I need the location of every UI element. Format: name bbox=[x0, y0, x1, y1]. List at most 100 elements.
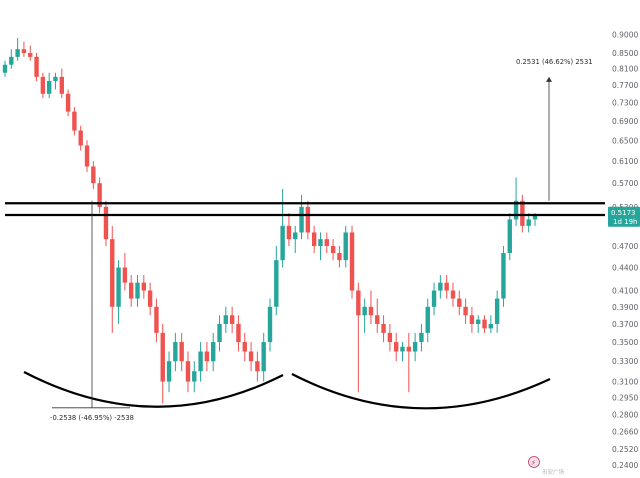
y-tick-label: 0.2520 bbox=[612, 445, 638, 454]
candle-body bbox=[444, 282, 449, 291]
y-axis-ticks: 0.9000 0.8500 0.8100 0.7700 0.7300 0.6900 0.65… bbox=[612, 30, 638, 470]
candle-body bbox=[261, 342, 266, 372]
y-tick-label: 0.3500 bbox=[612, 338, 638, 347]
candle-body bbox=[179, 342, 184, 362]
y-tick-label: 0.4400 bbox=[612, 264, 638, 273]
candle bbox=[274, 246, 279, 316]
candle-body bbox=[2, 64, 8, 73]
candle bbox=[431, 282, 437, 316]
candle bbox=[311, 225, 317, 254]
candle bbox=[211, 332, 216, 372]
candle-body bbox=[324, 239, 329, 247]
candle bbox=[59, 68, 64, 99]
candle bbox=[261, 332, 266, 382]
svg-text:⚡: ⚡ bbox=[531, 459, 536, 467]
candle-body bbox=[236, 323, 241, 343]
candle-body bbox=[91, 166, 96, 184]
y-tick-label: 0.2800 bbox=[612, 411, 638, 420]
candle-body bbox=[393, 342, 399, 352]
candle bbox=[267, 298, 273, 352]
candle bbox=[223, 306, 229, 333]
candle-body bbox=[526, 219, 531, 226]
candle bbox=[97, 177, 102, 214]
candle-body bbox=[110, 239, 115, 307]
candle-body bbox=[21, 49, 27, 54]
candle-body bbox=[198, 351, 203, 372]
candle bbox=[444, 274, 449, 299]
candle bbox=[368, 290, 374, 324]
candle-body bbox=[242, 342, 247, 352]
candle-body bbox=[128, 282, 134, 299]
candle bbox=[53, 72, 58, 90]
candle-body bbox=[293, 232, 298, 240]
candle-body bbox=[53, 76, 58, 82]
candle bbox=[293, 225, 298, 254]
candle bbox=[494, 290, 500, 333]
candle bbox=[286, 213, 292, 247]
y-tick-label: 0.3700 bbox=[612, 320, 638, 329]
candle bbox=[166, 351, 172, 393]
candle bbox=[179, 332, 184, 372]
candle bbox=[419, 323, 424, 352]
candle-body bbox=[494, 298, 500, 324]
candle bbox=[507, 213, 512, 261]
candle-body bbox=[211, 342, 216, 362]
candle bbox=[229, 306, 235, 333]
rounded-bottom-right bbox=[291, 373, 551, 410]
candle-body bbox=[457, 298, 462, 307]
candle-body bbox=[65, 93, 71, 112]
candle-body bbox=[217, 323, 222, 343]
candle bbox=[46, 72, 52, 99]
candle-body bbox=[255, 361, 260, 372]
candle-body bbox=[147, 290, 153, 307]
measure-down-label: -0.2538 (-46.95%) -2538 bbox=[50, 414, 134, 422]
candle bbox=[438, 274, 443, 299]
candle bbox=[349, 225, 355, 299]
candle-body bbox=[166, 361, 172, 382]
candle-body bbox=[425, 306, 430, 333]
candle bbox=[488, 315, 494, 333]
candle-body bbox=[476, 319, 481, 324]
candle-body bbox=[78, 130, 83, 146]
candle bbox=[128, 274, 134, 307]
candle bbox=[362, 298, 367, 333]
candle-body bbox=[299, 206, 304, 233]
candle-body bbox=[116, 267, 121, 307]
candle bbox=[469, 306, 475, 333]
y-tick-label: 0.3900 bbox=[612, 303, 638, 312]
candle bbox=[400, 342, 405, 362]
candle bbox=[330, 239, 336, 261]
candle-body bbox=[72, 111, 77, 131]
candle bbox=[482, 315, 487, 333]
candle bbox=[173, 332, 178, 372]
candle bbox=[412, 332, 418, 362]
candle-body bbox=[482, 319, 487, 329]
candle bbox=[356, 282, 361, 393]
candle-body bbox=[520, 200, 525, 226]
candle-body bbox=[513, 200, 519, 220]
y-tick-label: 0.4700 bbox=[612, 242, 638, 251]
y-tick-label: 0.4100 bbox=[612, 287, 638, 296]
candle bbox=[217, 315, 222, 352]
candle bbox=[160, 323, 165, 404]
candle bbox=[84, 140, 90, 172]
candle-body bbox=[488, 323, 494, 329]
y-tick-label: 0.2660 bbox=[612, 427, 638, 436]
candle-body bbox=[438, 282, 443, 291]
candle-body bbox=[450, 290, 456, 299]
candle-body bbox=[103, 206, 109, 240]
candle bbox=[513, 177, 519, 226]
candle bbox=[15, 38, 20, 61]
candle bbox=[135, 274, 140, 307]
measure-up-label: 0.2531 (46.62%) 2531 bbox=[516, 58, 593, 66]
candle bbox=[406, 332, 412, 393]
candle-body bbox=[192, 371, 197, 382]
candle bbox=[526, 213, 531, 233]
candle bbox=[248, 342, 254, 372]
candle bbox=[116, 260, 121, 324]
candle-body bbox=[59, 76, 64, 94]
candle-body bbox=[84, 145, 90, 167]
y-tick-label: 0.6500 bbox=[612, 136, 638, 145]
y-tick-label: 0.3100 bbox=[612, 378, 638, 387]
candle bbox=[476, 315, 481, 333]
